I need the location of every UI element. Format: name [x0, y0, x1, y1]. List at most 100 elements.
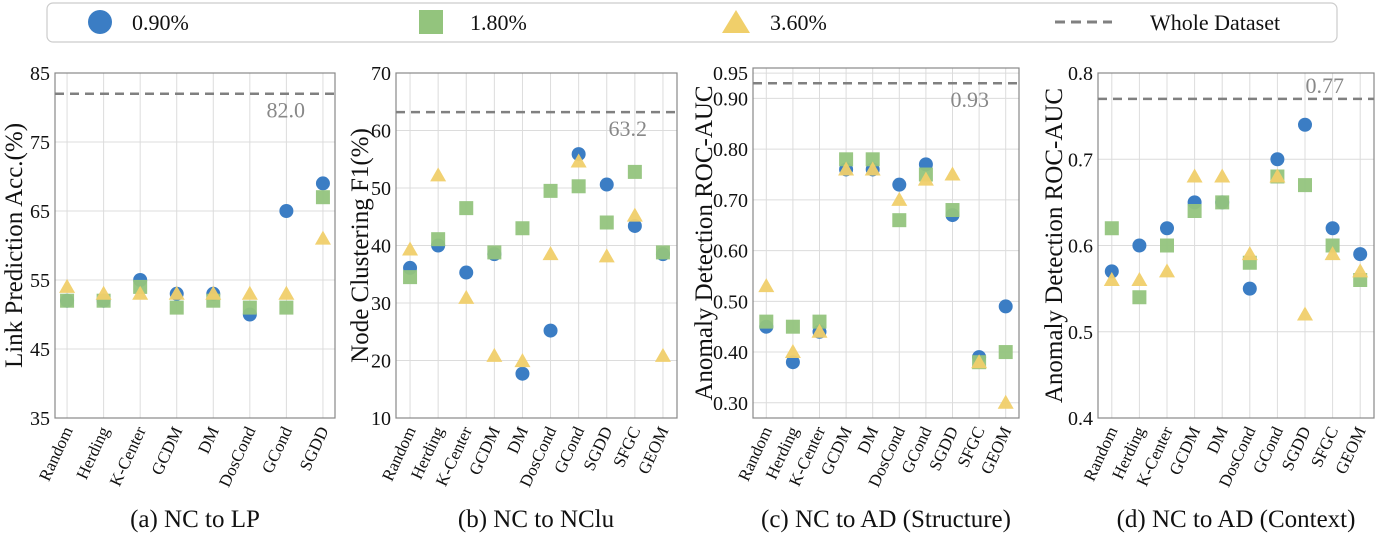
- y-tick-label: 65: [30, 201, 50, 223]
- marker-1.80: [627, 164, 642, 179]
- y-tick-label: 30: [371, 293, 391, 315]
- marker-0.90: [1160, 221, 1174, 236]
- marker-1.80: [945, 203, 960, 218]
- marker-3.60: [1241, 246, 1258, 261]
- marker-3.60: [95, 285, 112, 300]
- marker-3.60: [205, 285, 222, 300]
- legend-marker-triangle: [722, 10, 750, 33]
- marker-0.90: [1325, 221, 1340, 236]
- marker-3.60: [570, 153, 587, 168]
- marker-3.60: [598, 248, 615, 263]
- marker-1.80: [1298, 178, 1312, 193]
- y-tick-label: 0.7: [1068, 149, 1093, 171]
- marker-1.80: [571, 179, 586, 194]
- marker-1.80: [431, 232, 446, 247]
- marker-3.60: [514, 353, 531, 368]
- y-tick-label: 0.60: [713, 241, 748, 263]
- y-tick-label: 0.6: [1068, 236, 1093, 258]
- plot-frame: [395, 72, 678, 419]
- marker-1.80: [1215, 195, 1230, 210]
- marker-0.90: [1298, 117, 1312, 132]
- marker-3.60: [917, 171, 934, 186]
- marker-0.90: [1242, 281, 1257, 296]
- marker-3.60: [59, 278, 76, 293]
- marker-1.80: [1160, 238, 1174, 253]
- y-tick-label: 0.4: [1068, 408, 1093, 430]
- marker-0.90: [785, 355, 800, 370]
- y-tick-label: 0.40: [713, 342, 748, 364]
- marker-1.80: [459, 201, 474, 216]
- x-tick-label: GCDM: [148, 424, 187, 478]
- marker-3.60: [430, 167, 447, 182]
- marker-3.60: [486, 347, 503, 362]
- marker-0.90: [1132, 238, 1147, 253]
- y-axis-label: Link Prediction Acc.(%): [1, 123, 28, 368]
- legend-label: 1.80%: [470, 10, 527, 35]
- legend-label: Whole Dataset: [1150, 10, 1280, 35]
- marker-3.60: [132, 285, 149, 300]
- whole-dataset-label: 0.77: [1306, 73, 1345, 98]
- marker-3.60: [891, 191, 908, 206]
- marker-0.90: [279, 204, 294, 218]
- marker-1.80: [515, 221, 530, 236]
- marker-0.90: [998, 299, 1013, 314]
- y-tick-label: 50: [371, 178, 391, 200]
- y-tick-label: 0.90: [713, 88, 748, 110]
- marker-1.80: [865, 152, 880, 167]
- marker-0.90: [515, 366, 530, 381]
- legend: 0.90% 1.80% 3.60% Whole Dataset: [46, 2, 1338, 43]
- y-tick-label: 0.8: [1068, 63, 1093, 85]
- legend-label: 3.60%: [770, 10, 827, 35]
- legend-frame: [46, 2, 1338, 43]
- legend-label: 0.90%: [132, 10, 189, 35]
- x-tick-label: Random: [35, 424, 77, 484]
- marker-3.60: [864, 161, 881, 176]
- y-tick-label: 0.80: [713, 139, 748, 161]
- marker-1.80: [892, 213, 907, 228]
- marker-0.90: [599, 177, 614, 192]
- marker-3.60: [278, 285, 295, 300]
- x-tick-label: DM: [1203, 424, 1232, 457]
- marker-1.80: [655, 245, 670, 260]
- marker-3.60: [838, 161, 855, 176]
- y-axis-label: Anomaly Detection ROC-AUC: [1041, 88, 1068, 403]
- x-tick-label: DM: [194, 424, 223, 457]
- marker-3.60: [241, 285, 258, 300]
- marker-3.60: [314, 230, 331, 245]
- y-tick-label: 35: [30, 408, 50, 430]
- y-tick-label: 85: [30, 63, 50, 85]
- y-tick-label: 10: [371, 408, 391, 430]
- whole-dataset-label: 63.2: [609, 116, 648, 141]
- marker-0.90: [627, 218, 642, 233]
- y-tick-label: 0.50: [713, 291, 748, 313]
- marker-3.60: [1324, 246, 1341, 261]
- marker-3.60: [168, 285, 185, 300]
- y-tick-label: 45: [30, 339, 50, 361]
- marker-3.60: [626, 207, 643, 222]
- y-tick-label: 60: [371, 121, 391, 143]
- panel-caption: (c) NC to AD (Structure): [761, 506, 1011, 533]
- plot-frame: [1097, 72, 1375, 419]
- panel-3: 0.40.50.60.70.8RandomHerdingK-CenterGCDM…: [1041, 63, 1375, 533]
- marker-1.80: [1104, 221, 1119, 236]
- y-axis-label: Node Clustering F1(%): [347, 128, 374, 363]
- marker-3.60: [944, 166, 961, 181]
- marker-3.60: [1214, 168, 1231, 183]
- y-tick-label: 20: [371, 351, 391, 373]
- x-tick-label: SGDD: [296, 424, 333, 474]
- marker-1.80: [839, 152, 854, 167]
- marker-3.60: [458, 289, 475, 304]
- whole-dataset-label: 82.0: [267, 98, 306, 123]
- marker-3.60: [1269, 168, 1286, 183]
- marker-3.60: [758, 278, 775, 293]
- legend-marker-circle: [88, 10, 112, 34]
- marker-1.80: [998, 345, 1013, 360]
- marker-3.60: [997, 394, 1014, 409]
- marker-3.60: [1131, 272, 1148, 286]
- y-axis-label: Anomaly Detection ROC-AUC: [691, 85, 718, 400]
- marker-3.60: [1186, 168, 1203, 183]
- y-tick-label: 70: [371, 63, 391, 85]
- marker-3.60: [811, 323, 828, 338]
